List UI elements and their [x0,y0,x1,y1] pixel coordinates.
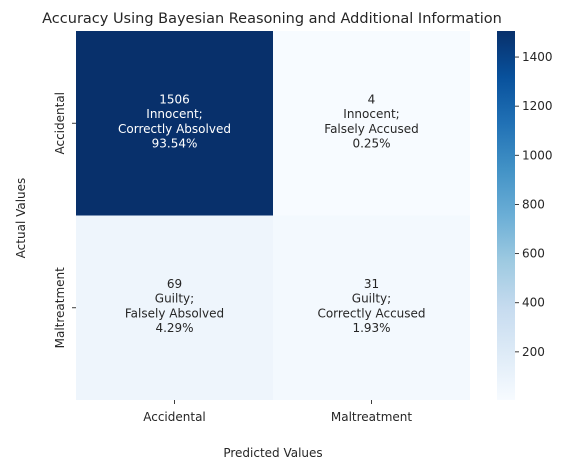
cell-label-secondary: Falsely Absolved [125,306,224,320]
cell-percent: 0.25% [352,137,390,151]
heatmap-cell [273,31,470,216]
colorbar-tick-label: 800 [522,197,545,211]
colorbar-tick-label: 1000 [522,148,553,162]
cell-value: 4 [368,92,376,106]
cell-label-primary: Innocent; [146,107,202,121]
colorbar-ticks: 200 400 600 800 1000 1200 1400 [515,50,553,359]
colorbar-tick-label: 400 [522,296,545,310]
cell-value: 31 [364,277,379,291]
heatmap-cell [76,31,273,216]
colorbar-tick-label: 1400 [522,50,553,64]
chart-title: Accuracy Using Bayesian Reasoning and Ad… [42,11,502,27]
x-tick-label: Maltreatment [331,410,413,424]
cell-label-primary: Innocent; [343,107,399,121]
cell-label-primary: Guilty; [352,292,391,306]
y-axis-label: Actual Values [14,178,28,259]
cell-percent: 1.93% [352,321,390,335]
x-tick-label: Accidental [143,410,206,424]
cell-value: 69 [167,277,182,291]
x-axis: Accidental Maltreatment [143,400,412,424]
cell-label-secondary: Correctly Absolved [118,122,231,136]
cell-percent: 93.54% [152,137,198,151]
cell-label-primary: Guilty; [155,292,194,306]
y-tick-label: Maltreatment [53,267,67,349]
cell-percent: 4.29% [155,321,193,335]
x-axis-label: Predicted Values [223,446,322,460]
cell-value: 1506 [159,92,190,106]
y-axis: Accidental Maltreatment [53,92,76,348]
colorbar-tick-label: 200 [522,345,545,359]
cell-label-secondary: Correctly Accused [317,306,425,320]
colorbar-tick-label: 600 [522,247,545,261]
heatmap-cell [273,215,470,400]
colorbar [497,31,515,400]
cell-label-secondary: Falsely Accused [324,122,418,136]
colorbar-tick-label: 1200 [522,99,553,113]
heatmap-cell [76,215,273,400]
y-tick-label: Accidental [53,92,67,155]
heatmap-cells [76,31,470,400]
